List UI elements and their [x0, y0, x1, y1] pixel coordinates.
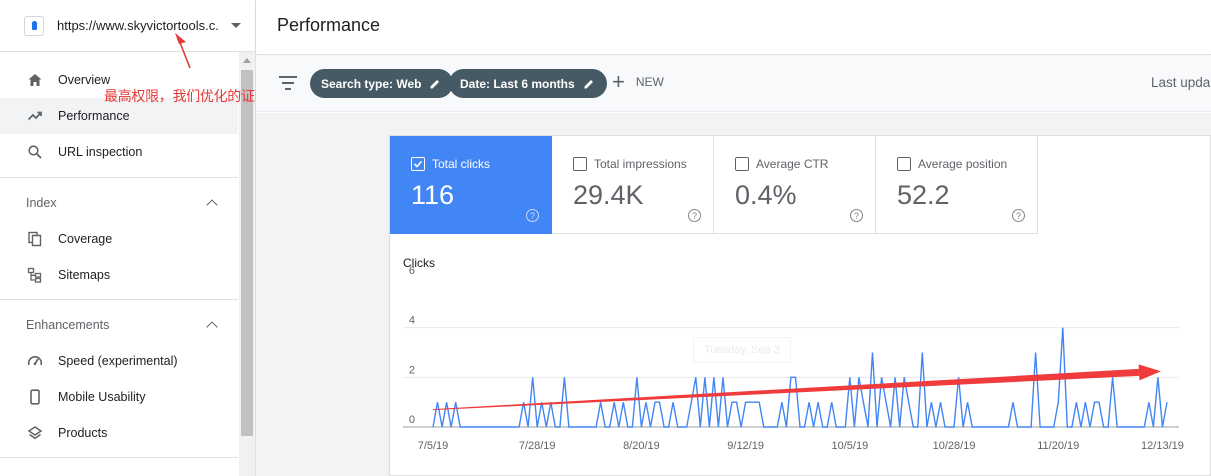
section-index[interactable]: Index	[0, 188, 238, 218]
y-axis-label: Clicks	[403, 256, 435, 270]
clicks-series-line	[432, 327, 1168, 428]
sidebar-item-coverage[interactable]: Coverage	[0, 221, 238, 257]
checkbox-checked-icon[interactable]	[411, 157, 425, 171]
metric-average-position[interactable]: Average position 52.2 ?	[876, 136, 1038, 234]
x-tick-label: 9/12/19	[727, 440, 764, 452]
phone-icon	[26, 388, 44, 406]
help-icon[interactable]: ?	[526, 209, 539, 222]
sidebar: https://www.skyvictortools.c... Overview…	[0, 0, 256, 476]
sidebar-item-label: URL inspection	[58, 145, 143, 159]
sidebar-item-url-inspection[interactable]: URL inspection	[0, 134, 238, 170]
x-tick-label: 8/20/19	[623, 440, 660, 452]
x-tick-label: 7/28/19	[519, 440, 556, 452]
metric-label: Average CTR	[756, 157, 829, 171]
new-label: NEW	[635, 75, 664, 89]
sidebar-item-label: Products	[58, 426, 108, 440]
annotation-arrowhead	[1138, 364, 1161, 381]
edit-pencil-icon[interactable]	[429, 78, 441, 90]
sidebar-item-label: Speed (experimental)	[58, 354, 178, 368]
filter-icon[interactable]	[279, 76, 297, 90]
checkbox-icon[interactable]	[735, 157, 749, 171]
x-tick-label: 7/5/19	[418, 440, 449, 452]
trending-up-icon	[26, 107, 44, 125]
divider	[0, 177, 238, 178]
x-tick-label: 12/13/19	[1141, 440, 1184, 452]
help-icon[interactable]: ?	[1012, 209, 1025, 222]
divider	[0, 299, 238, 300]
y-tick-label: 0	[409, 414, 415, 426]
chevron-up-icon[interactable]	[206, 199, 218, 211]
x-tick-label: 10/28/19	[933, 440, 976, 452]
sidebar-item-sitemaps[interactable]: Sitemaps	[0, 257, 238, 293]
x-tick-label: 10/5/19	[831, 440, 868, 452]
last-updated: Last upda	[1151, 75, 1211, 90]
date-chip[interactable]: Date: Last 6 months	[449, 69, 607, 98]
section-enhancements[interactable]: Enhancements	[0, 310, 238, 340]
metric-total-clicks[interactable]: Total clicks 116 ?	[390, 136, 552, 234]
help-icon[interactable]: ?	[850, 209, 863, 222]
sidebar-item-mobile-usability[interactable]: Mobile Usability	[0, 379, 238, 415]
copy-pages-icon	[26, 230, 44, 248]
sidebar-item-products[interactable]: Products	[0, 415, 238, 451]
sitemap-icon	[26, 266, 44, 284]
property-selector[interactable]: https://www.skyvictortools.c...	[0, 0, 256, 52]
metric-label: Total impressions	[594, 157, 687, 171]
checkbox-icon[interactable]	[897, 157, 911, 171]
annotation-trend-arrow	[433, 368, 1140, 411]
new-filter-button[interactable]: + NEW	[612, 69, 664, 94]
chip-label: Search type: Web	[321, 76, 422, 91]
layers-icon	[26, 424, 44, 442]
y-tick-label: 2	[409, 364, 415, 376]
sidebar-item-label: Sitemaps	[58, 268, 111, 282]
caret-down-icon[interactable]	[231, 23, 241, 28]
scroll-thumb[interactable]	[241, 70, 253, 436]
y-tick-label: 4	[409, 315, 415, 327]
divider	[0, 457, 238, 458]
search-icon	[26, 143, 44, 161]
metric-value: 116	[411, 180, 455, 210]
sidebar-item-label: Performance	[58, 109, 130, 123]
edit-pencil-icon[interactable]	[583, 78, 595, 90]
page-title: Performance	[277, 15, 381, 35]
annotation-arrow-up	[175, 33, 191, 69]
metric-label: Total clicks	[432, 157, 491, 171]
chart-tooltip: Tuesday, Sep 3	[693, 337, 791, 363]
sidebar-item-overview[interactable]: Overview	[0, 62, 238, 98]
x-tick-label: 11/20/19	[1037, 440, 1079, 452]
filter-bar: Search type: Web Date: Last 6 months + N…	[256, 56, 1211, 112]
metric-label: Average position	[918, 157, 1008, 171]
page-header: Performance	[256, 0, 1211, 55]
property-icon	[24, 15, 44, 36]
sidebar-item-performance[interactable]: Performance	[0, 98, 238, 134]
metric-total-impressions[interactable]: Total impressions 29.4K ?	[552, 136, 714, 234]
metric-average-ctr[interactable]: Average CTR 0.4% ?	[714, 136, 876, 234]
metric-value: 52.2	[897, 180, 950, 210]
sidebar-item-speed[interactable]: Speed (experimental)	[0, 343, 238, 379]
sidebar-scrollbar[interactable]	[239, 52, 255, 476]
chip-label: Date: Last 6 months	[460, 76, 575, 91]
section-label: Enhancements	[26, 318, 110, 332]
metric-value: 0.4%	[735, 180, 797, 210]
clicks-chart[interactable]: Clicks 0 2 4 6 7/5/19 7/28/19 8/20/19 9/12/19 1…	[389, 236, 1211, 456]
sidebar-item-label: Coverage	[58, 232, 113, 246]
sidebar-item-label: Mobile Usability	[58, 390, 146, 404]
metric-value: 29.4K	[573, 180, 644, 210]
chevron-up-icon[interactable]	[206, 321, 218, 333]
home-icon	[26, 71, 44, 89]
section-label: Index	[26, 196, 57, 210]
property-url: https://www.skyvictortools.c...	[57, 18, 219, 33]
scroll-up-arrow-icon[interactable]	[243, 58, 251, 63]
checkbox-icon[interactable]	[573, 157, 587, 171]
sidebar-item-label: Overview	[58, 73, 111, 87]
plus-icon: +	[612, 69, 625, 94]
y-tick-label: 6	[409, 265, 415, 277]
search-type-chip[interactable]: Search type: Web	[310, 69, 454, 98]
speedometer-icon	[26, 352, 44, 370]
help-icon[interactable]: ?	[688, 209, 701, 222]
annotation-text: 最高权限，我们优化的证明	[104, 89, 269, 105]
